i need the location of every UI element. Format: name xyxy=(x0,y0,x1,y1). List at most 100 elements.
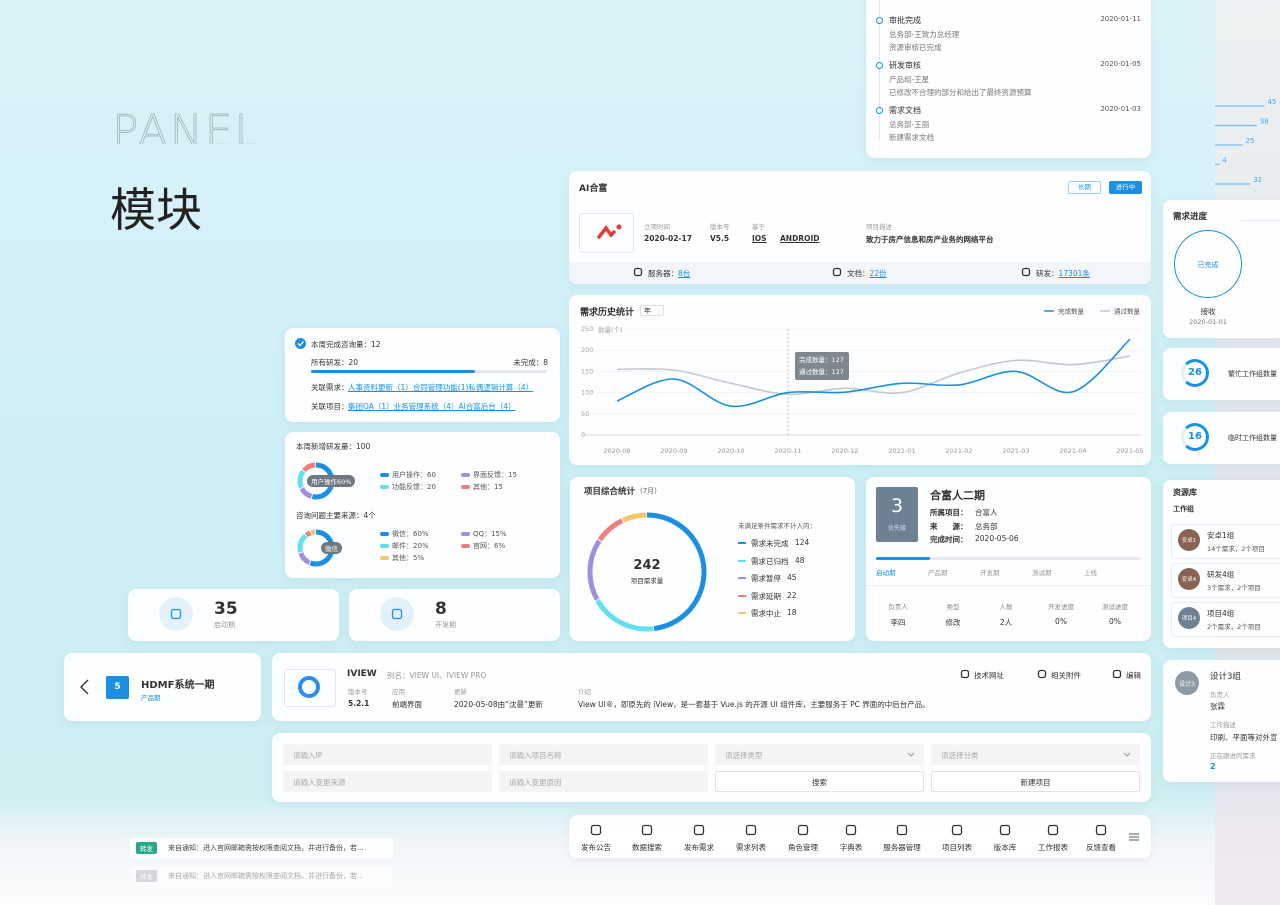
summary-donut xyxy=(587,512,707,632)
icon-shape xyxy=(391,608,403,620)
placeholder: 请输入变更来源 xyxy=(293,778,346,787)
nav-item[interactable]: 服务器管理 xyxy=(883,843,921,852)
stat-value[interactable]: 22份 xyxy=(869,269,887,278)
team-label: 正在跟进的需求 xyxy=(1210,752,1256,760)
icon xyxy=(633,267,643,277)
x-tick-label: 2020-09 xyxy=(660,447,687,455)
timeline-date: 2020-01-11 xyxy=(1100,15,1141,23)
nav-item[interactable]: 发布公告 xyxy=(581,843,611,852)
nav-item[interactable]: 项目列表 xyxy=(942,843,972,852)
notice-tag: 转发 xyxy=(136,842,157,854)
nav-item[interactable]: 字典表 xyxy=(839,843,863,852)
legend-label: 官网：6% xyxy=(473,542,506,550)
team-value: 2 xyxy=(1210,762,1216,771)
library-logo xyxy=(284,669,336,707)
button[interactable] xyxy=(715,771,924,792)
hdmf-badge xyxy=(106,676,129,699)
stage-label: 上线 xyxy=(1084,569,1097,577)
button-label[interactable]: 新建项目 xyxy=(1020,778,1051,787)
donut-segment xyxy=(297,529,335,567)
team-value: 印刷、平面等对外宣 xyxy=(1210,733,1278,742)
nav-item[interactable]: 发布需求 xyxy=(684,843,714,852)
tag: 进行中 xyxy=(1109,181,1142,194)
resource-title: 资源库 xyxy=(1173,488,1197,497)
icon xyxy=(391,608,403,620)
stat-value[interactable]: 8台 xyxy=(678,269,691,278)
x-tick-label: 2021-02 xyxy=(945,447,972,455)
notice-text: 来自通知：进入官网邮箱需按权限查阅文档，并进行备份，若... xyxy=(168,872,364,880)
field-value: 致力于房产信息和房产业务的网络平台 xyxy=(866,235,994,244)
avatar-label: 项目4 xyxy=(1181,616,1197,622)
related-link[interactable]: 集团OA（1）业务管理系统（4）AI合富后台（4） xyxy=(348,402,516,411)
hdmf-title: HDMF系统一期 xyxy=(141,680,215,691)
stat-value[interactable]: 17301条 xyxy=(1058,269,1090,278)
notice-row xyxy=(130,866,393,886)
logo-shape xyxy=(597,225,616,239)
icon-shape xyxy=(745,824,757,836)
input[interactable] xyxy=(715,744,924,765)
nav-item[interactable]: 工作报表 xyxy=(1038,843,1068,852)
count-value: 16 xyxy=(1188,431,1202,442)
summary-label: 需求延期 xyxy=(751,591,781,601)
progress-ring xyxy=(1174,230,1242,298)
table-cell: 0% xyxy=(1055,617,1067,626)
nav-item[interactable]: 角色管理 xyxy=(788,843,818,852)
button[interactable] xyxy=(931,771,1140,792)
nav-item[interactable]: 需求列表 xyxy=(736,843,766,852)
icon-shape xyxy=(951,824,963,836)
button-label[interactable]: 搜索 xyxy=(812,778,827,787)
chevron-line xyxy=(1123,752,1131,757)
timeline-text: 资源审核已完成 xyxy=(889,43,942,52)
donut-segment xyxy=(297,462,335,500)
field-label: 立项时间 xyxy=(644,223,670,231)
input[interactable] xyxy=(499,744,708,765)
notice-row xyxy=(130,838,393,858)
legend-swatch xyxy=(738,577,746,579)
library-action[interactable]: 相关附件 xyxy=(1051,671,1081,680)
table-header: 类型 xyxy=(946,603,960,611)
summary-period: (7月) xyxy=(640,487,657,495)
input[interactable] xyxy=(931,744,1140,765)
input[interactable] xyxy=(283,771,492,792)
donut-badge: 微信 xyxy=(321,542,342,554)
field-label: 版本号 xyxy=(348,688,368,696)
priority-box xyxy=(876,487,918,542)
x-tick-label: 2020-10 xyxy=(717,447,744,455)
resource-name: 安卓1组 xyxy=(1207,531,1235,540)
count-label: 临时工作组数量 xyxy=(1228,434,1277,442)
timeline-title: 需求文档 xyxy=(889,106,921,115)
progress-status: 已完成 xyxy=(1197,261,1219,269)
team-label: 工作描述 xyxy=(1210,721,1236,729)
donut-badge: 用户操作60% xyxy=(307,475,356,487)
timeline-dot xyxy=(876,107,883,114)
related-link[interactable]: 人事资料更新（1）合同管理功能(1)私偶逻辑计算（4） xyxy=(348,383,534,392)
field-label: 介绍 xyxy=(578,688,591,696)
field-value: 前端界面 xyxy=(392,700,422,709)
progress-card: 需求进度 已完成 接收 2020-01-01 xyxy=(1163,200,1280,338)
library-action[interactable]: 编辑 xyxy=(1126,671,1141,680)
nav-item[interactable]: 数据搜索 xyxy=(632,843,662,852)
resource-desc: 14个需求，2个项目 xyxy=(1207,545,1265,553)
back-arrow xyxy=(80,679,89,695)
nav-item[interactable]: 反馈查看 xyxy=(1086,843,1116,852)
icon-shape xyxy=(641,824,653,836)
table-cell: 2人 xyxy=(999,618,1013,627)
timeline-line xyxy=(879,0,880,140)
donut-segment xyxy=(587,512,707,632)
input[interactable] xyxy=(283,744,492,765)
stage-label: 测试期 xyxy=(1032,569,1052,577)
tooltip-text: 通过数量：127 xyxy=(799,367,844,376)
timeline-date: 2020-01-05 xyxy=(1100,60,1141,68)
input[interactable] xyxy=(499,771,708,792)
timeline-text: 新建需求文档 xyxy=(889,133,934,142)
legend-label: 通过数量 xyxy=(1114,307,1141,316)
resource-item xyxy=(1171,602,1280,637)
filter-select[interactable]: 年 xyxy=(640,305,664,316)
legend-swatch xyxy=(380,556,389,560)
icon-shape xyxy=(1095,824,1107,836)
badge-value: 5 xyxy=(114,682,121,692)
project-card: AI合富 长期 进行中 立项时间 2020-02-17 版本号 V5.5 基于 IOS ANDRO… xyxy=(569,171,1151,284)
nav-item[interactable]: 版本库 xyxy=(993,843,1017,852)
library-action[interactable]: 技术网址 xyxy=(974,671,1004,680)
timeline-title: 研发审核 xyxy=(889,61,921,70)
